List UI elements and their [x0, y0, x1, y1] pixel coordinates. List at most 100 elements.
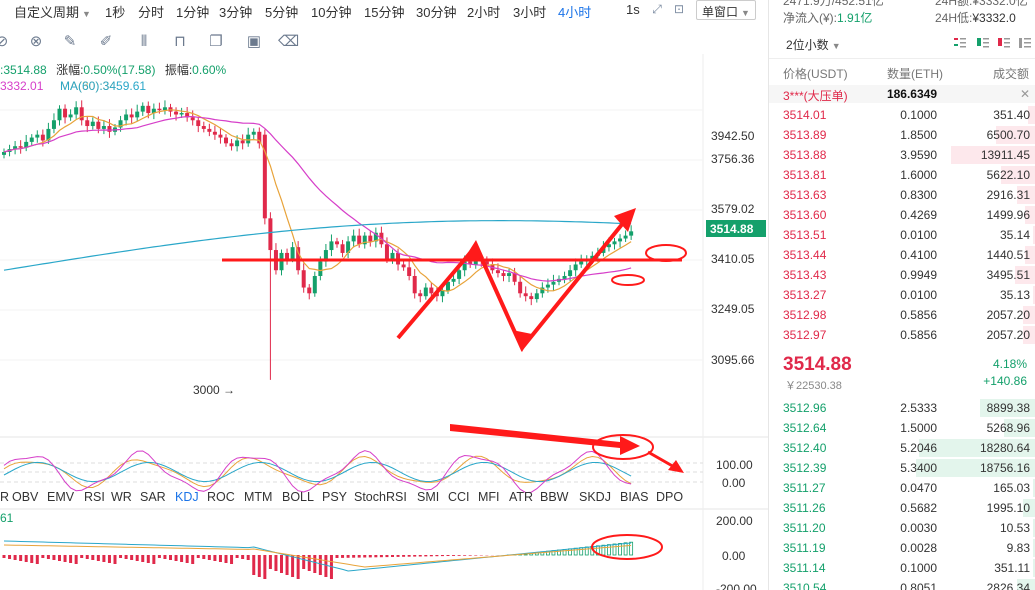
indicator-tab-roc[interactable]: ROC [207, 490, 235, 504]
period-15m[interactable]: 15分钟 [364, 5, 405, 20]
layout-bids-icon[interactable] [976, 37, 990, 49]
ray-tool-icon[interactable]: ⊘ [0, 33, 9, 50]
orderbook-row[interactable]: 3512.97 0.5856 2057.20 [769, 325, 1035, 345]
pencil-icon[interactable]: ✐ [99, 33, 113, 50]
orderbook-row[interactable]: 3513.88 3.9590 13911.45 [769, 145, 1035, 165]
period-3m[interactable]: 3分钟 [219, 5, 253, 20]
note-icon[interactable]: ▣ [246, 33, 262, 50]
orderbook-row[interactable]: 3512.98 0.5856 2057.20 [769, 305, 1035, 325]
row-price: 3512.96 [783, 401, 827, 415]
orderbook-row[interactable]: 3512.40 5.2046 18280.64 [769, 438, 1035, 458]
indicator-tab-emv[interactable]: EMV [47, 490, 75, 504]
indicator-tab-rsi[interactable]: RSI [84, 490, 105, 504]
orderbook-row[interactable]: 3510.54 0.8051 2826.34 [769, 578, 1035, 590]
period-5m[interactable]: 5分钟 [265, 5, 299, 20]
orderbook-row[interactable]: 3512.96 2.5333 8899.38 [769, 398, 1035, 418]
indicator-tab-cci[interactable]: CCI [448, 490, 470, 504]
period-30m[interactable]: 30分钟 [416, 5, 457, 20]
price-tick: 3249.05 [711, 302, 755, 316]
trash-icon[interactable]: ⌫ [278, 33, 300, 50]
candle-body [140, 105, 145, 112]
big-order-row[interactable]: 3***(大压单) 186.6349 ✕ [769, 84, 1035, 104]
orderbook-row[interactable]: 3513.63 0.8300 2916.31 [769, 185, 1035, 205]
custom-period-dropdown[interactable]: 自定义周期 ▼ [14, 2, 91, 21]
indicator-tab-dpo[interactable]: DPO [656, 490, 684, 504]
orderbook-row[interactable]: 3511.14 0.1000 351.11 [769, 558, 1035, 578]
lock-icon[interactable]: ⊓ [174, 33, 186, 50]
indicator-tab-atr[interactable]: ATR [509, 490, 534, 504]
candle-body [218, 134, 223, 138]
layout-both-icon[interactable] [953, 37, 967, 49]
macd-bar [107, 555, 111, 563]
copy-icon[interactable]: ❐ [209, 33, 223, 50]
kline-chart[interactable] [0, 54, 768, 590]
candles-icon[interactable]: ⫴ [140, 33, 148, 50]
period-3h[interactable]: 3小时 [513, 5, 547, 20]
orderbook-row[interactable]: 3513.81 1.6000 5622.10 [769, 165, 1035, 185]
orderbook-row[interactable]: 3512.39 5.3400 18756.16 [769, 458, 1035, 478]
orderbook-row[interactable]: 3513.89 1.8500 6500.70 [769, 125, 1035, 145]
drawing-toolbar: ⊘ ⊗ ✎ ✐ ⫴ ⊓ ❐ ▣ ⌫ [0, 30, 768, 54]
exit-fullscreen-icon[interactable]: ⊡ [673, 2, 685, 16]
macd-bar [440, 555, 444, 557]
ma7-line [3, 109, 632, 292]
orderbook-row[interactable]: 3513.27 0.0100 35.13 [769, 285, 1035, 305]
decimals-dropdown[interactable]: 2位小数 ▼ [786, 36, 841, 53]
close-icon[interactable]: ✕ [1019, 87, 1030, 101]
seconds-toggle[interactable]: 1s [626, 2, 640, 17]
indicator-tab-mfi[interactable]: MFI [478, 490, 500, 504]
orderbook-row[interactable]: 3511.27 0.0470 165.03 [769, 478, 1035, 498]
orderbook-row[interactable]: 3511.20 0.0030 10.53 [769, 518, 1035, 538]
period-1s[interactable]: 1秒 [105, 5, 126, 20]
layout-list-icon[interactable] [1018, 37, 1032, 49]
macd-bar [346, 555, 350, 558]
indicator-tab-kdj[interactable]: KDJ [175, 490, 199, 504]
row-qty: 0.4100 [900, 248, 937, 262]
layout-asks-icon[interactable] [997, 37, 1011, 49]
fib-tool-icon[interactable]: ⊗ [29, 33, 43, 50]
macd-bar [374, 555, 378, 558]
row-qty: 0.0030 [900, 521, 937, 535]
orderbook-row[interactable]: 3511.26 0.5682 1995.10 [769, 498, 1035, 518]
orderbook-row[interactable]: 3513.60 0.4269 1499.96 [769, 205, 1035, 225]
indicator-tab-bbw[interactable]: BBW [540, 490, 569, 504]
period-10m[interactable]: 10分钟 [311, 5, 352, 20]
low-marker: 3000 → [193, 383, 236, 397]
candle-body [257, 131, 262, 144]
turnover-24h: 24H额:¥3332.0亿 [935, 0, 1028, 8]
zigzag-arrow [396, 210, 634, 352]
orderbook-row[interactable]: 3514.01 0.1000 351.40 [769, 105, 1035, 125]
depth-bar [1033, 539, 1035, 557]
volume-summary: 2471.9万/452.51亿 [783, 0, 884, 8]
indicator-tab-mtm[interactable]: MTM [244, 490, 273, 504]
indicator-tab-r[interactable]: R [0, 490, 10, 504]
indicator-tab-wr[interactable]: WR [111, 490, 132, 504]
legend-close: 3514.88 [3, 63, 47, 77]
window-mode-select[interactable]: 单窗口 ▼ [696, 0, 756, 20]
orderbook-row[interactable]: 3513.44 0.4100 1440.51 [769, 245, 1035, 265]
period-2h[interactable]: 2小时 [467, 5, 501, 20]
indicator-tab-boll[interactable]: BOLL [282, 490, 314, 504]
fullscreen-icon[interactable]: ⤢ [652, 2, 662, 16]
indicator-tab-skdj[interactable]: SKDJ [579, 490, 611, 504]
indicator-tab-obv[interactable]: OBV [12, 490, 39, 504]
period-4h[interactable]: 4小时 [558, 5, 592, 20]
indicator-tab-smi[interactable]: SMI [417, 490, 440, 504]
candle-body [146, 105, 151, 114]
orderbook-row[interactable]: 3513.51 0.0100 35.14 [769, 225, 1035, 245]
price-tick: 3095.66 [711, 353, 755, 367]
orderbook-row[interactable]: 3512.64 1.5000 5268.96 [769, 418, 1035, 438]
period-1m[interactable]: 1分钟 [176, 5, 210, 20]
candle-body [357, 235, 362, 245]
chevron-down-icon: ▼ [82, 9, 91, 19]
candle-body [79, 107, 84, 121]
indicator-tab-psy[interactable]: PSY [322, 490, 348, 504]
macd-bar [452, 555, 456, 556]
ruler-icon[interactable]: ✎ [63, 33, 77, 50]
indicator-tab-bias[interactable]: BIAS [620, 490, 649, 504]
period-timeline[interactable]: 分时 [138, 5, 165, 20]
orderbook-row[interactable]: 3511.19 0.0028 9.83 [769, 538, 1035, 558]
orderbook-row[interactable]: 3513.43 0.9949 3495.51 [769, 265, 1035, 285]
indicator-tab-stochrsi[interactable]: StochRSI [354, 490, 407, 504]
indicator-tab-sar[interactable]: SAR [140, 490, 166, 504]
